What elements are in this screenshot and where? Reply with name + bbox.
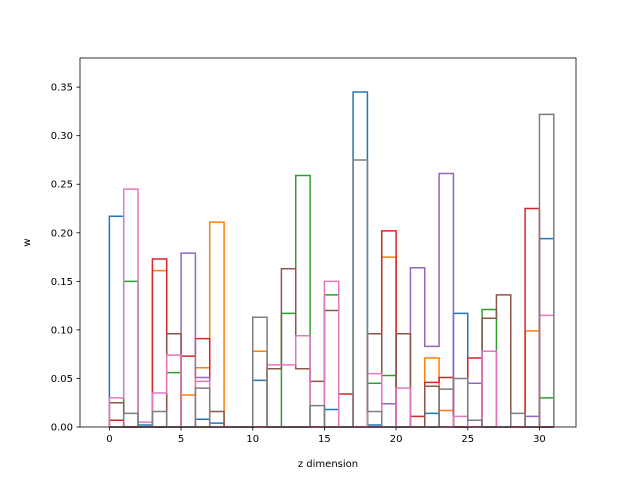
series-line-6 (108, 267, 554, 428)
x-tick-label: 10 (246, 434, 259, 445)
y-tick-label: 0.15 (51, 277, 73, 288)
y-tick-label: 0.05 (51, 374, 73, 385)
y-tick-label: 0.25 (51, 180, 73, 191)
series-line-3 (109, 174, 555, 428)
x-tick-label: 0 (106, 434, 112, 445)
x-tick-label: 20 (390, 434, 403, 445)
y-tick-label: 0.30 (51, 131, 73, 142)
y-tick-label: 0.00 (51, 423, 73, 434)
y-axis: 0.00 0.05 0.10 0.15 0.20 0.25 0.30 0.35 (51, 83, 80, 434)
y-axis-label: w (22, 238, 33, 246)
x-tick-label: 5 (178, 434, 184, 445)
x-axis: 0 5 10 15 20 25 30 (106, 427, 546, 445)
x-axis-label: z dimension (298, 459, 358, 470)
series-line-7 (108, 188, 555, 428)
plot-frame (79, 57, 577, 428)
series-line-2 (109, 221, 554, 428)
series-line-1 (108, 91, 555, 428)
y-tick-label: 0.10 (51, 325, 73, 336)
x-tick-label: 15 (318, 434, 331, 445)
y-tick-label: 0.20 (51, 228, 73, 239)
x-tick-label: 30 (533, 434, 546, 445)
series-layer (108, 91, 555, 428)
x-tick-label: 25 (461, 434, 474, 445)
series-line-5 (109, 172, 554, 428)
y-tick-label: 0.35 (51, 83, 73, 94)
series-line-8 (109, 113, 555, 428)
